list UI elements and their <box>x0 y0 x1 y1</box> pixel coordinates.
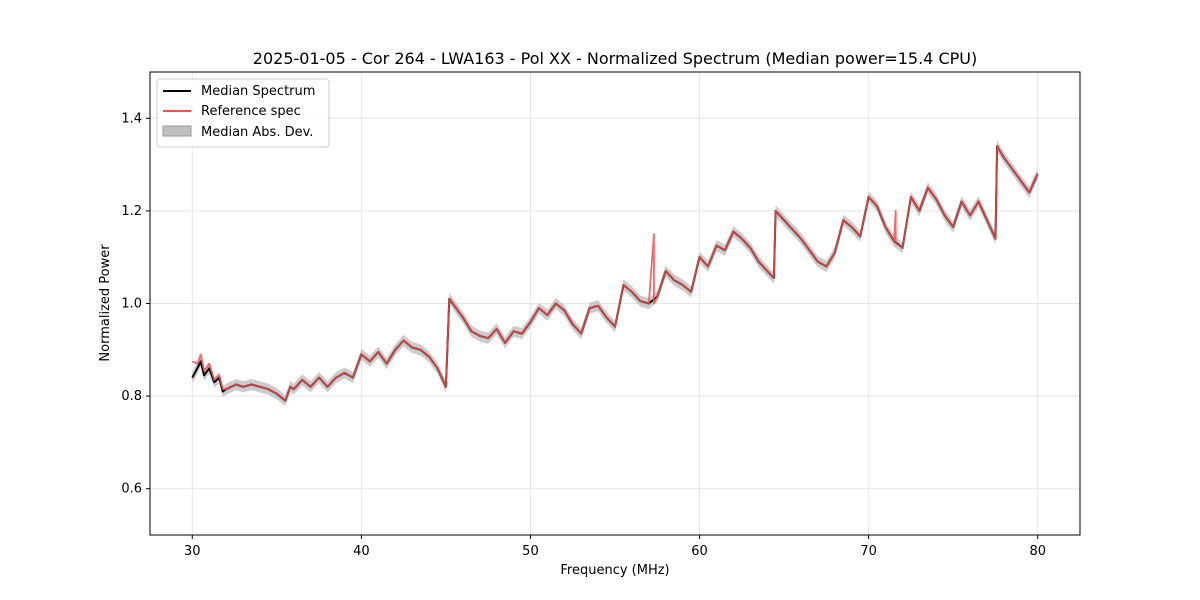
x-tick-label: 70 <box>860 544 877 559</box>
x-tick-label: 40 <box>353 544 370 559</box>
y-tick-label: 1.4 <box>121 111 142 126</box>
legend-label-median: Median Spectrum <box>201 84 315 99</box>
chart-title: 2025-01-05 - Cor 264 - LWA163 - Pol XX -… <box>253 49 977 68</box>
x-tick-label: 30 <box>184 544 201 559</box>
y-tick-label: 0.8 <box>121 389 142 404</box>
x-tick-label: 80 <box>1029 544 1046 559</box>
legend-box <box>156 78 330 148</box>
ticks: 30 40 50 60 70 80 0.6 0.8 1.0 1.2 1.4 <box>121 111 1046 559</box>
reference-spec-line <box>191 145 1039 402</box>
x-tick-label: 60 <box>691 544 708 559</box>
grid <box>150 72 1080 535</box>
y-axis-label: Normalized Power <box>98 244 113 362</box>
y-tick-label: 1.2 <box>121 204 142 219</box>
legend: Median Spectrum Reference spec Median Ab… <box>156 78 330 148</box>
y-tick-label: 1.0 <box>121 297 142 312</box>
series-layer <box>191 145 1039 402</box>
legend-swatch-mad <box>162 125 192 137</box>
legend-label-mad: Median Abs. Dev. <box>201 125 313 140</box>
x-tick-label: 50 <box>522 544 539 559</box>
x-axis-label: Frequency (MHz) <box>560 563 669 578</box>
y-tick-label: 0.6 <box>121 482 142 497</box>
legend-label-reference: Reference spec <box>201 104 301 119</box>
